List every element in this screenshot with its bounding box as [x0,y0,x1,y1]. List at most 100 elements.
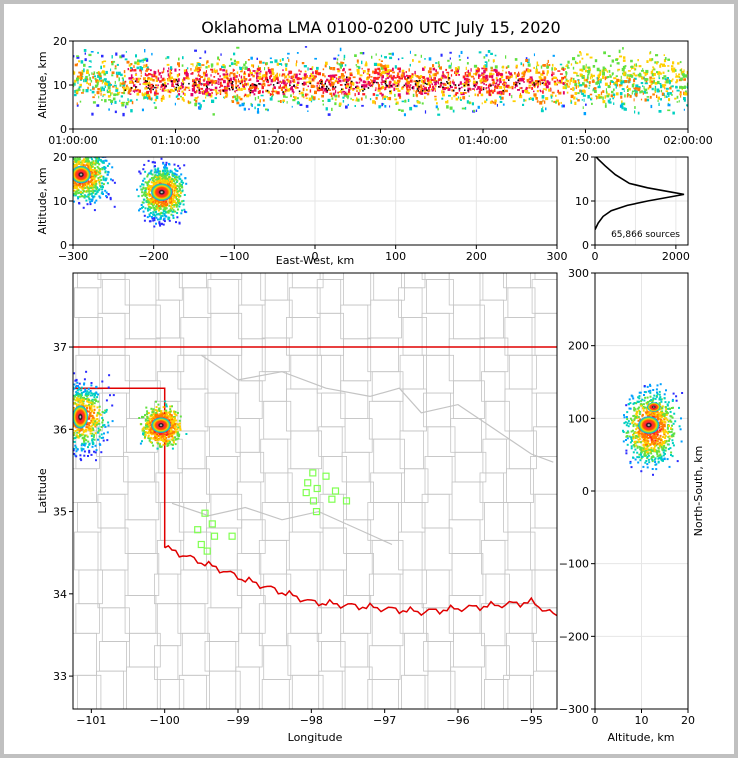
density-cell [449,86,453,89]
density-cell [424,89,426,93]
density-cell [635,93,638,97]
density-cell [348,68,352,71]
density-cell [313,96,316,100]
density-cell [205,70,207,73]
density-cell [168,176,171,178]
density-cell [65,181,67,183]
density-cell [165,171,168,174]
density-cell [287,57,289,59]
density-cell [243,87,246,90]
density-cell [523,70,527,74]
density-cell [462,75,466,79]
density-cell [428,57,432,61]
density-cell [482,75,486,79]
density-cell [162,169,165,172]
density-cell [380,66,384,70]
density-cell [514,86,516,89]
density-cell [383,97,386,100]
density-cell [596,80,600,85]
density-cell [171,185,173,188]
density-cell [388,96,392,101]
density-cell [619,104,622,108]
density-cell [170,170,173,173]
density-cell [270,83,272,86]
density-cell [327,88,330,91]
density-cell [357,71,360,75]
density-cell [606,76,608,79]
density-cell [629,76,631,79]
density-cell [125,101,129,106]
county-boundary [239,451,265,483]
density-cell [224,96,226,99]
county-boundary [207,607,240,642]
density-cell [682,75,685,78]
density-cell [514,58,518,61]
density-cell [637,111,640,115]
density-cell [144,181,147,184]
density-cell [83,63,86,67]
density-cell [587,74,589,78]
density-cell [93,176,96,179]
density-cell [252,85,256,89]
density-cell [66,185,68,187]
ew-altitude-ylabel: Altitude, km [36,167,49,234]
density-cell [346,76,348,78]
density-cell [592,74,595,77]
density-cell [200,76,203,78]
density-cell [87,183,90,186]
density-cell [239,97,243,101]
density-cell [83,194,86,197]
density-cell [391,52,394,56]
density-cell [397,89,401,92]
density-cell [686,104,688,107]
density-cell [269,93,272,96]
county-boundary [78,569,103,605]
density-cell [663,59,667,63]
density-cell [352,76,356,79]
county-boundary [507,287,536,318]
density-cell [96,72,98,74]
density-cell [62,165,64,167]
density-cell [68,203,70,205]
density-cell [70,187,72,189]
density-cell [90,79,93,83]
density-cell [94,171,97,174]
density-cell [156,168,159,171]
density-cell [276,62,279,66]
density-cell [146,77,150,81]
density-cell [192,63,194,67]
density-cell [307,85,309,88]
density-cell [342,76,344,80]
density-cell [477,93,479,97]
density-cell [146,74,149,77]
density-cell [162,96,165,100]
density-cell [488,59,490,62]
density-cell [629,94,632,98]
density-cell [357,62,359,64]
density-cell [208,93,211,97]
density-cell [99,172,102,175]
density-cell [88,152,90,154]
density-cell [238,86,240,89]
density-cell [297,101,300,104]
density-cell [64,169,66,171]
county-boundary [124,519,157,554]
density-cell [65,184,67,186]
density-cell [89,82,91,86]
density-cell [85,75,88,79]
density-cell [525,90,529,94]
density-cell [147,193,150,196]
density-cell [70,181,72,183]
density-cell [319,80,321,83]
density-cell [397,72,400,76]
density-cell [400,109,404,112]
density-cell [619,84,622,86]
density-cell [666,87,669,90]
density-cell [343,67,345,71]
density-cell [73,200,75,203]
density-cell [226,82,230,87]
density-cell [546,70,549,74]
density-cell [82,153,84,155]
density-cell [159,224,162,227]
density-cell [159,179,162,181]
